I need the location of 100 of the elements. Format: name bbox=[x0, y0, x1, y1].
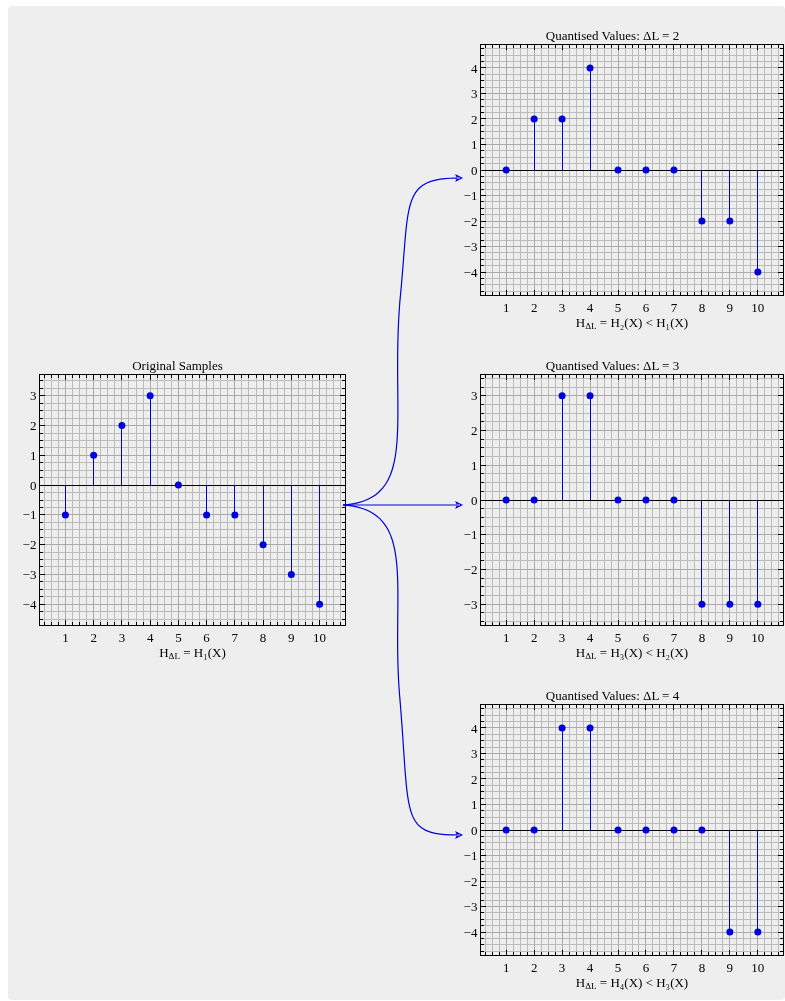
x-tick-label: 7 bbox=[670, 629, 678, 645]
point bbox=[698, 217, 706, 225]
chart-title: Original Samples bbox=[132, 357, 223, 373]
y-tick-label: 3 bbox=[470, 388, 478, 404]
x-tick-label: 8 bbox=[698, 629, 706, 645]
point bbox=[614, 496, 622, 504]
point bbox=[259, 541, 267, 549]
point bbox=[614, 826, 622, 834]
x-tick-label: 4 bbox=[586, 299, 594, 315]
y-tick-label: 0 bbox=[29, 477, 37, 493]
x-tick-label: 8 bbox=[259, 629, 267, 645]
point bbox=[558, 392, 566, 400]
point bbox=[726, 600, 734, 608]
x-tick-label: 2 bbox=[90, 629, 97, 645]
x-tick-label: 1 bbox=[502, 959, 510, 975]
y-tick-label: −3 bbox=[463, 899, 478, 915]
point bbox=[502, 166, 510, 174]
x-tick-label: 4 bbox=[586, 959, 594, 975]
point bbox=[726, 217, 734, 225]
point bbox=[502, 496, 510, 504]
point bbox=[61, 511, 69, 519]
x-tick-label: 1 bbox=[502, 629, 510, 645]
x-tick-label: 2 bbox=[530, 629, 538, 645]
point bbox=[231, 511, 239, 519]
x-tick-label: 3 bbox=[558, 299, 566, 315]
x-tick-label: 7 bbox=[670, 299, 678, 315]
y-tick-label: 2 bbox=[29, 418, 37, 434]
point bbox=[530, 115, 538, 123]
point bbox=[558, 724, 566, 732]
y-tick-label: −2 bbox=[22, 537, 37, 553]
point bbox=[586, 724, 594, 732]
x-tick-label: 2 bbox=[530, 959, 538, 975]
y-tick-label: −2 bbox=[463, 873, 478, 889]
chart-title: Quantised Values: ΔL = 4 bbox=[545, 687, 680, 703]
point bbox=[502, 826, 510, 834]
point bbox=[558, 115, 566, 123]
y-tick-label: 2 bbox=[470, 423, 478, 439]
x-tick-label: 9 bbox=[726, 959, 734, 975]
x-tick-label: 5 bbox=[614, 629, 622, 645]
chart-title: Quantised Values: ΔL = 2 bbox=[545, 27, 680, 43]
x-tick-label: 9 bbox=[726, 629, 734, 645]
y-tick-label: 3 bbox=[470, 746, 478, 762]
x-tick-label: 6 bbox=[642, 959, 650, 975]
y-tick-label: −4 bbox=[22, 596, 37, 612]
point bbox=[698, 826, 706, 834]
x-tick-label: 8 bbox=[698, 959, 706, 975]
x-tick-label: 10 bbox=[751, 959, 765, 975]
x-tick-label: 7 bbox=[670, 959, 678, 975]
y-tick-label: −1 bbox=[463, 188, 478, 204]
y-tick-label: 0 bbox=[470, 492, 478, 508]
point bbox=[754, 928, 762, 936]
y-tick-label: −1 bbox=[463, 848, 478, 864]
y-tick-label: 3 bbox=[470, 86, 478, 102]
x-tick-label: 4 bbox=[146, 629, 154, 645]
point bbox=[90, 451, 98, 459]
x-tick-label: 3 bbox=[558, 629, 566, 645]
x-axis-title: H$_{ΔL}$ = H₁(X) bbox=[159, 644, 226, 662]
x-tick-label: 5 bbox=[614, 959, 622, 975]
y-tick-label: −4 bbox=[463, 264, 478, 280]
y-tick-label: 1 bbox=[470, 137, 478, 153]
y-tick-label: 0 bbox=[470, 162, 478, 178]
y-tick-label: 1 bbox=[29, 447, 37, 463]
chart-title: Quantised Values: ΔL = 3 bbox=[545, 357, 680, 373]
x-tick-label: 6 bbox=[642, 299, 650, 315]
point bbox=[287, 570, 295, 578]
point bbox=[670, 496, 678, 504]
point bbox=[118, 422, 126, 430]
x-tick-label: 6 bbox=[642, 629, 650, 645]
point bbox=[670, 166, 678, 174]
y-tick-label: 1 bbox=[470, 457, 478, 473]
x-tick-label: 3 bbox=[118, 629, 126, 645]
x-tick-label: 10 bbox=[751, 299, 765, 315]
x-tick-label: 4 bbox=[586, 629, 594, 645]
point bbox=[174, 481, 182, 489]
point bbox=[316, 600, 324, 608]
y-tick-label: 1 bbox=[470, 797, 478, 813]
y-tick-label: 3 bbox=[29, 388, 37, 404]
point bbox=[698, 600, 706, 608]
point bbox=[642, 166, 650, 174]
y-tick-label: −2 bbox=[463, 561, 478, 577]
x-tick-label: 9 bbox=[288, 629, 295, 645]
x-tick-label: 1 bbox=[502, 299, 510, 315]
x-axis-title: H$_{ΔL}$ = H₂(X) < H₁(X) bbox=[575, 314, 689, 332]
point bbox=[586, 392, 594, 400]
y-tick-label: 2 bbox=[470, 111, 478, 127]
point bbox=[203, 511, 211, 519]
y-tick-label: 4 bbox=[470, 60, 478, 76]
x-tick-label: 10 bbox=[313, 629, 327, 645]
point bbox=[530, 826, 538, 834]
y-tick-label: −4 bbox=[463, 924, 478, 940]
point bbox=[642, 496, 650, 504]
y-tick-label: 0 bbox=[470, 822, 478, 838]
point bbox=[146, 392, 154, 400]
point bbox=[726, 928, 734, 936]
point bbox=[754, 268, 762, 276]
y-tick-label: −3 bbox=[463, 239, 478, 255]
y-tick-label: −3 bbox=[22, 566, 37, 582]
x-tick-label: 2 bbox=[530, 299, 538, 315]
y-tick-label: −3 bbox=[463, 596, 478, 612]
x-tick-label: 1 bbox=[62, 629, 69, 645]
